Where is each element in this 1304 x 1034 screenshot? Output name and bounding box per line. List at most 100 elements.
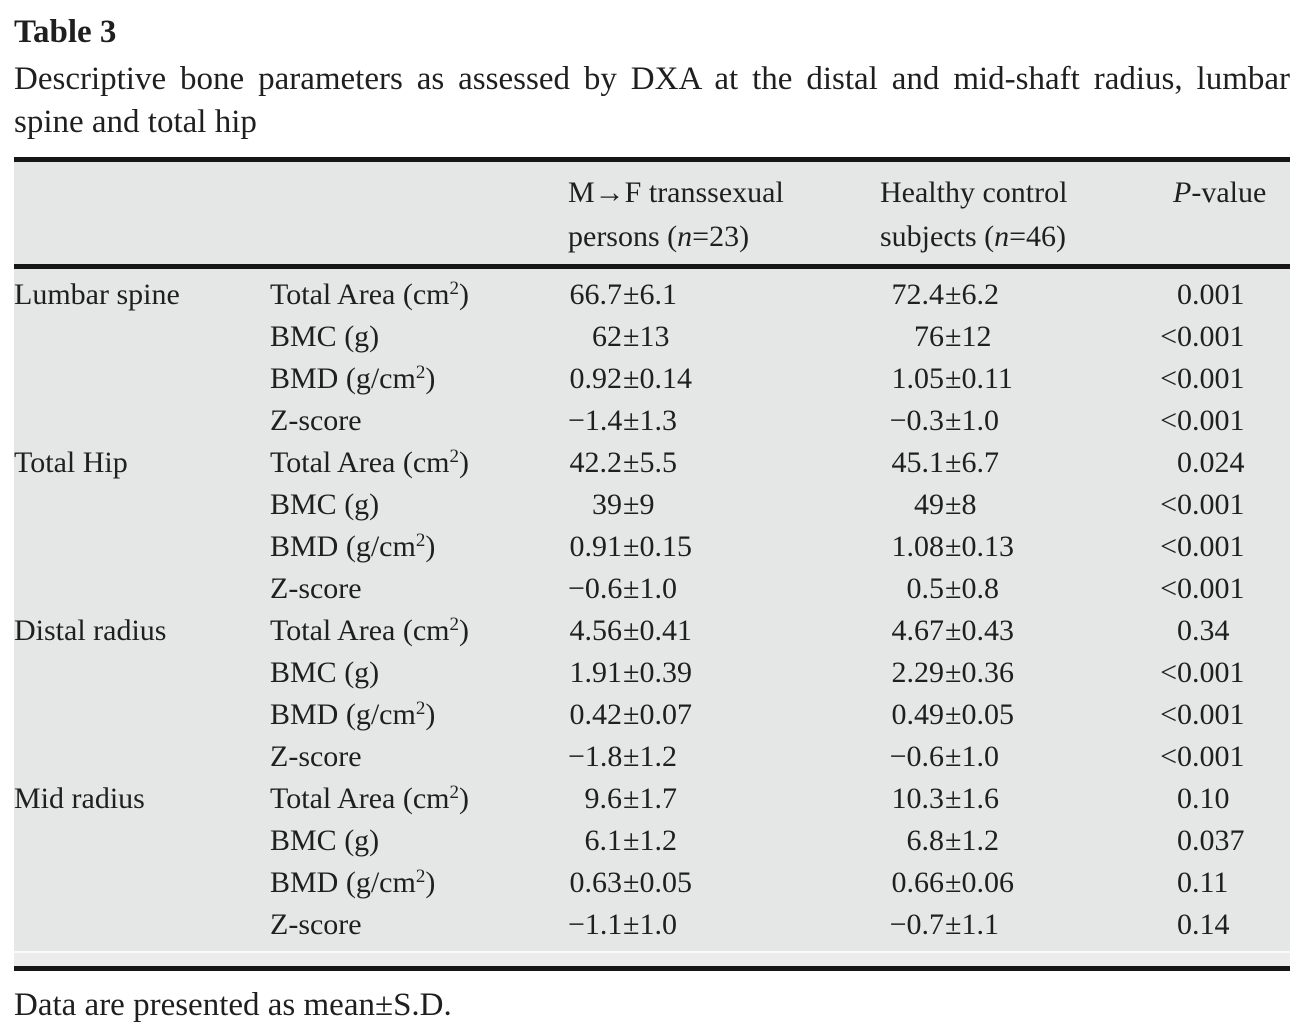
superscript-2: 2 <box>449 278 460 299</box>
col-header-transsexual-line1: M→F transsexual <box>568 176 784 209</box>
transsexual-value-cell: 62±13 <box>568 316 880 358</box>
transsexual-value-cell: −1.1±1.0 <box>568 904 880 946</box>
table-row: Z-score −0.6±1.0 0.5±0.8 <0.001 <box>14 568 1290 610</box>
col-header-transsexual-line2: persons (n=23) <box>568 215 880 259</box>
sd-value: ±13 <box>623 320 670 353</box>
sd-value: ±0.07 <box>623 698 692 731</box>
sd-value: ±0.39 <box>623 656 692 689</box>
row-region-label <box>14 736 270 778</box>
control-value-cell: −0.3±1.0 <box>880 400 1150 442</box>
table-row: Z-score −1.1±1.0 −0.7±1.1 0.14 <box>14 904 1290 946</box>
table-row: BMD (g/cm2) 0.63±0.05 0.66±0.06 0.11 <box>14 862 1290 904</box>
p-value-cell: 0.11 <box>1150 862 1290 904</box>
mean-value: 72.4 <box>891 278 945 311</box>
superscript-2: 2 <box>415 698 426 719</box>
table-header-row: M→F transsexual persons (n=23) Healthy c… <box>14 162 1290 264</box>
mean-value: 0.63 <box>569 866 623 899</box>
parameter-text: BMC (g) <box>270 656 380 689</box>
col-header-control-group: Healthy control subjects (n=46) <box>880 171 1150 259</box>
sd-value: ±1.7 <box>623 782 677 815</box>
transsexual-value-cell: 0.42±0.07 <box>568 694 880 736</box>
superscript-2: 2 <box>449 782 460 803</box>
row-region-label: Total Hip <box>14 446 128 479</box>
row-region-label <box>14 316 270 358</box>
p-number: 0.001 <box>1177 362 1245 395</box>
table-top-rule <box>14 157 1290 162</box>
parameter-text-end: ) <box>459 446 469 479</box>
control-value-cell: 1.05±0.11 <box>880 358 1150 400</box>
superscript-2: 2 <box>449 614 460 635</box>
p-number: 0.024 <box>1177 446 1245 479</box>
p-prefix: < <box>1160 740 1177 773</box>
row-region-label <box>14 568 270 610</box>
row-region-label <box>14 400 270 442</box>
table-row: BMC (g) 62±13 76±12 <0.001 <box>14 316 1290 358</box>
header-text: -value <box>1191 176 1267 209</box>
superscript-2: 2 <box>415 530 426 551</box>
mean-value: −0.3 <box>889 404 944 437</box>
parameter-text: Total Area (cm <box>270 614 450 647</box>
mean-value: 4.67 <box>891 614 945 647</box>
sd-value: ±12 <box>945 320 992 353</box>
control-value-cell: 4.67±0.43 <box>880 610 1150 652</box>
mean-value: 49 <box>914 488 944 521</box>
parameter-text: Z-score <box>270 572 362 605</box>
col-header-control-line1: Healthy control <box>880 176 1068 209</box>
mean-value: 0.49 <box>891 698 945 731</box>
mean-value: 76 <box>914 320 944 353</box>
header-n-italic: n <box>677 220 693 253</box>
p-prefix: < <box>1160 530 1177 563</box>
mean-value: 1.05 <box>891 362 945 395</box>
row-parameter-label: Z-score <box>270 400 568 442</box>
transsexual-value-cell: 1.91±0.39 <box>568 652 880 694</box>
table-row: Total Hip Total Area (cm2) 42.2±5.5 45.1… <box>14 442 1290 484</box>
p-value-cell: 0.037 <box>1150 820 1290 862</box>
control-value-cell: 49±8 <box>880 484 1150 526</box>
mean-value: 0.66 <box>891 866 945 899</box>
transsexual-value-cell: 42.2±5.5 <box>568 442 880 484</box>
p-number: 0.037 <box>1177 824 1245 857</box>
p-number: 0.001 <box>1177 740 1245 773</box>
table-title: Table 3 <box>14 14 117 50</box>
p-value-cell: 0.10 <box>1150 778 1290 820</box>
row-parameter-label: Total Area (cm2) <box>270 274 568 316</box>
p-prefix: < <box>1160 656 1177 689</box>
row-parameter-label: BMD (g/cm2) <box>270 862 568 904</box>
row-region-label <box>14 862 270 904</box>
sd-value: ±8 <box>945 488 977 521</box>
sd-value: ±1.2 <box>945 824 999 857</box>
p-italic: P <box>1173 176 1192 209</box>
row-region-label <box>14 694 270 736</box>
p-number: 0.001 <box>1177 572 1245 605</box>
sd-value: ±6.1 <box>623 278 677 311</box>
table-header-rule <box>14 264 1290 269</box>
p-number: 0.001 <box>1177 698 1245 731</box>
p-number: 0.14 <box>1177 908 1230 941</box>
mean-value: 45.1 <box>891 446 945 479</box>
transsexual-value-cell: 39±9 <box>568 484 880 526</box>
table-row: BMC (g) 6.1±1.2 6.8±1.2 0.037 <box>14 820 1290 862</box>
p-value-cell: <0.001 <box>1150 526 1290 568</box>
sd-value: ±0.43 <box>945 614 1014 647</box>
row-parameter-label: BMC (g) <box>270 316 568 358</box>
mean-value: 42.2 <box>569 446 623 479</box>
sd-value: ±0.05 <box>623 866 692 899</box>
control-value-cell: 0.66±0.06 <box>880 862 1150 904</box>
p-value-cell: 0.024 <box>1150 442 1290 484</box>
col-header-control-line2: subjects (n=46) <box>880 215 1150 259</box>
header-n-italic: n <box>994 220 1010 253</box>
row-parameter-label: Z-score <box>270 904 568 946</box>
p-number: 0.001 <box>1177 404 1245 437</box>
row-region-label: Lumbar spine <box>14 278 180 311</box>
mean-value: 2.29 <box>891 656 945 689</box>
p-prefix: < <box>1160 572 1177 605</box>
parameter-text: Z-score <box>270 740 362 773</box>
control-value-cell: 0.49±0.05 <box>880 694 1150 736</box>
col-header-transsexual-group: M→F transsexual persons (n=23) <box>568 171 880 259</box>
sd-value: ±0.14 <box>623 362 692 395</box>
row-region-label <box>14 526 270 568</box>
sd-value: ±0.41 <box>623 614 692 647</box>
p-value-cell: <0.001 <box>1150 358 1290 400</box>
